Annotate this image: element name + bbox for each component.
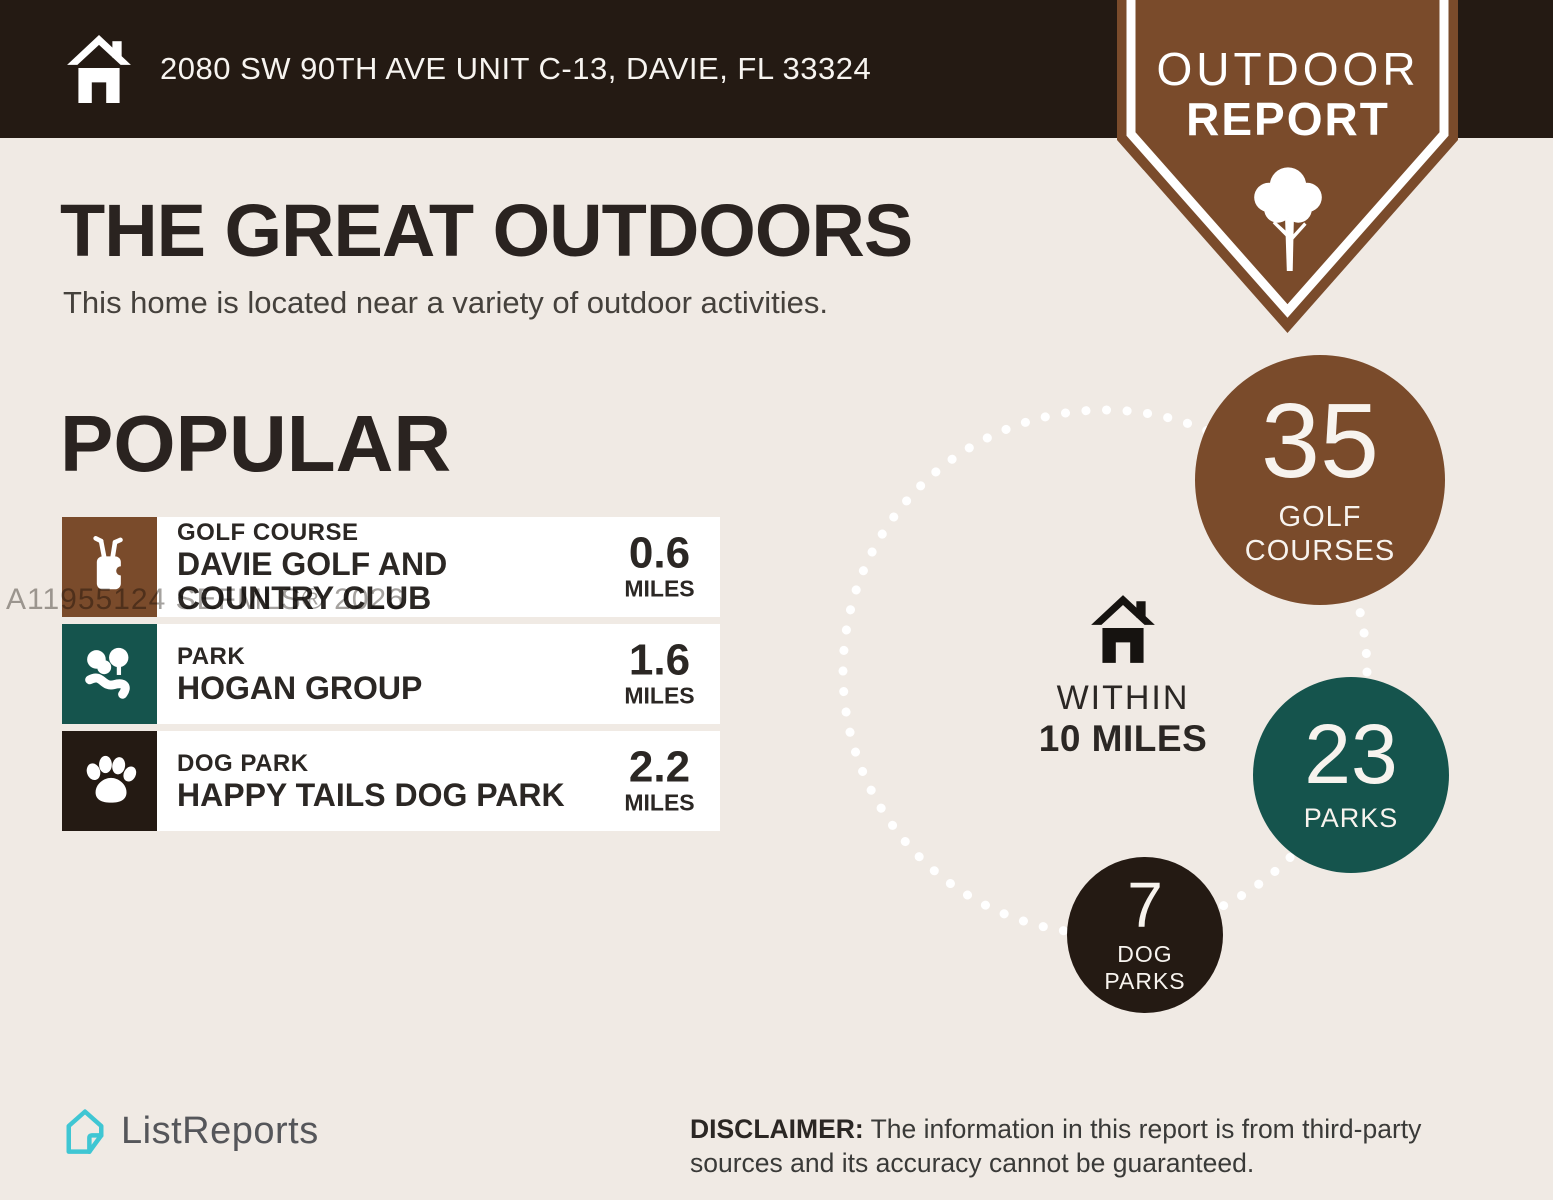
item-name: HAPPY TAILS DOG PARK (177, 776, 565, 813)
badge-title-line2: REPORT (1186, 93, 1390, 145)
list-card: DOG PARK HAPPY TAILS DOG PARK 2.2 MILES (157, 731, 720, 831)
popular-heading: POPULAR (60, 399, 452, 488)
list-item-golf-course: GOLF COURSE DAVIE GOLF AND COUNTRY CLUB … (62, 517, 720, 617)
within-radius-label: WITHIN 10 MILES (1023, 592, 1223, 760)
stat-circle-dog-parks: 7 DOG PARKS (1067, 857, 1223, 1013)
item-distance: 0.6 MILES (624, 528, 695, 602)
list-item-dog-park: DOG PARK HAPPY TAILS DOG PARK 2.2 MILES (62, 731, 720, 831)
listreports-house-icon (66, 1109, 104, 1154)
stat-circle-golf-courses: 35 GOLF COURSES (1195, 355, 1445, 605)
item-distance: 1.6 MILES (624, 635, 695, 709)
item-category: DOG PARK (177, 749, 309, 777)
list-item-park: PARK HOGAN GROUP 1.6 MILES (62, 624, 720, 724)
stat-circle-parks: 23 PARKS (1253, 677, 1449, 873)
popular-list: GOLF COURSE DAVIE GOLF AND COUNTRY CLUB … (62, 517, 720, 838)
park-icon (62, 624, 157, 724)
listreports-logo: ListReports (62, 1106, 319, 1156)
outdoor-report-badge: OUTDOOR REPORT (1112, 0, 1464, 345)
list-card: PARK HOGAN GROUP 1.6 MILES (157, 624, 720, 724)
disclaimer-label: DISCLAIMER: (690, 1114, 864, 1144)
property-address: 2080 SW 90TH AVE UNIT C-13, DAVIE, FL 33… (160, 51, 872, 86)
page-title: THE GREAT OUTDOORS (60, 189, 913, 272)
badge-pennant-shape (1117, 0, 1458, 333)
item-category: GOLF COURSE (177, 518, 359, 546)
golf-bag-icon (62, 517, 157, 617)
item-category: PARK (177, 642, 246, 670)
item-distance: 2.2 MILES (624, 742, 695, 816)
paw-icon (62, 731, 157, 831)
home-icon (67, 35, 131, 103)
tree-icon (1254, 167, 1322, 271)
badge-title-line1: OUTDOOR (1156, 43, 1420, 95)
list-card: GOLF COURSE DAVIE GOLF AND COUNTRY CLUB … (157, 517, 720, 617)
house-icon (1091, 595, 1155, 663)
item-name: HOGAN GROUP (177, 669, 423, 706)
item-name: DAVIE GOLF AND COUNTRY CLUB (177, 545, 448, 616)
page-subtitle: This home is located near a variety of o… (63, 285, 829, 320)
listreports-wordmark: ListReports (121, 1109, 319, 1152)
disclaimer-text: DISCLAIMER: The information in this repo… (690, 1114, 1422, 1179)
